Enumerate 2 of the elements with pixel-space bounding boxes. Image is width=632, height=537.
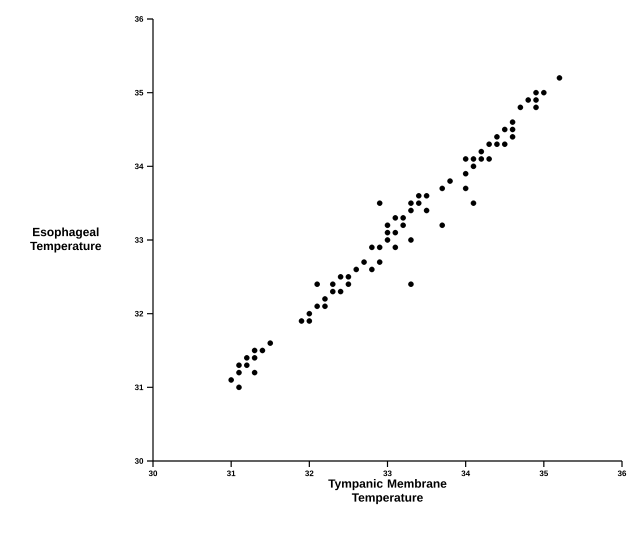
y-axis-title: Esophageal Temperature (30, 227, 102, 253)
x-axis-title: Tympanic Membrane Temperature (328, 479, 446, 504)
